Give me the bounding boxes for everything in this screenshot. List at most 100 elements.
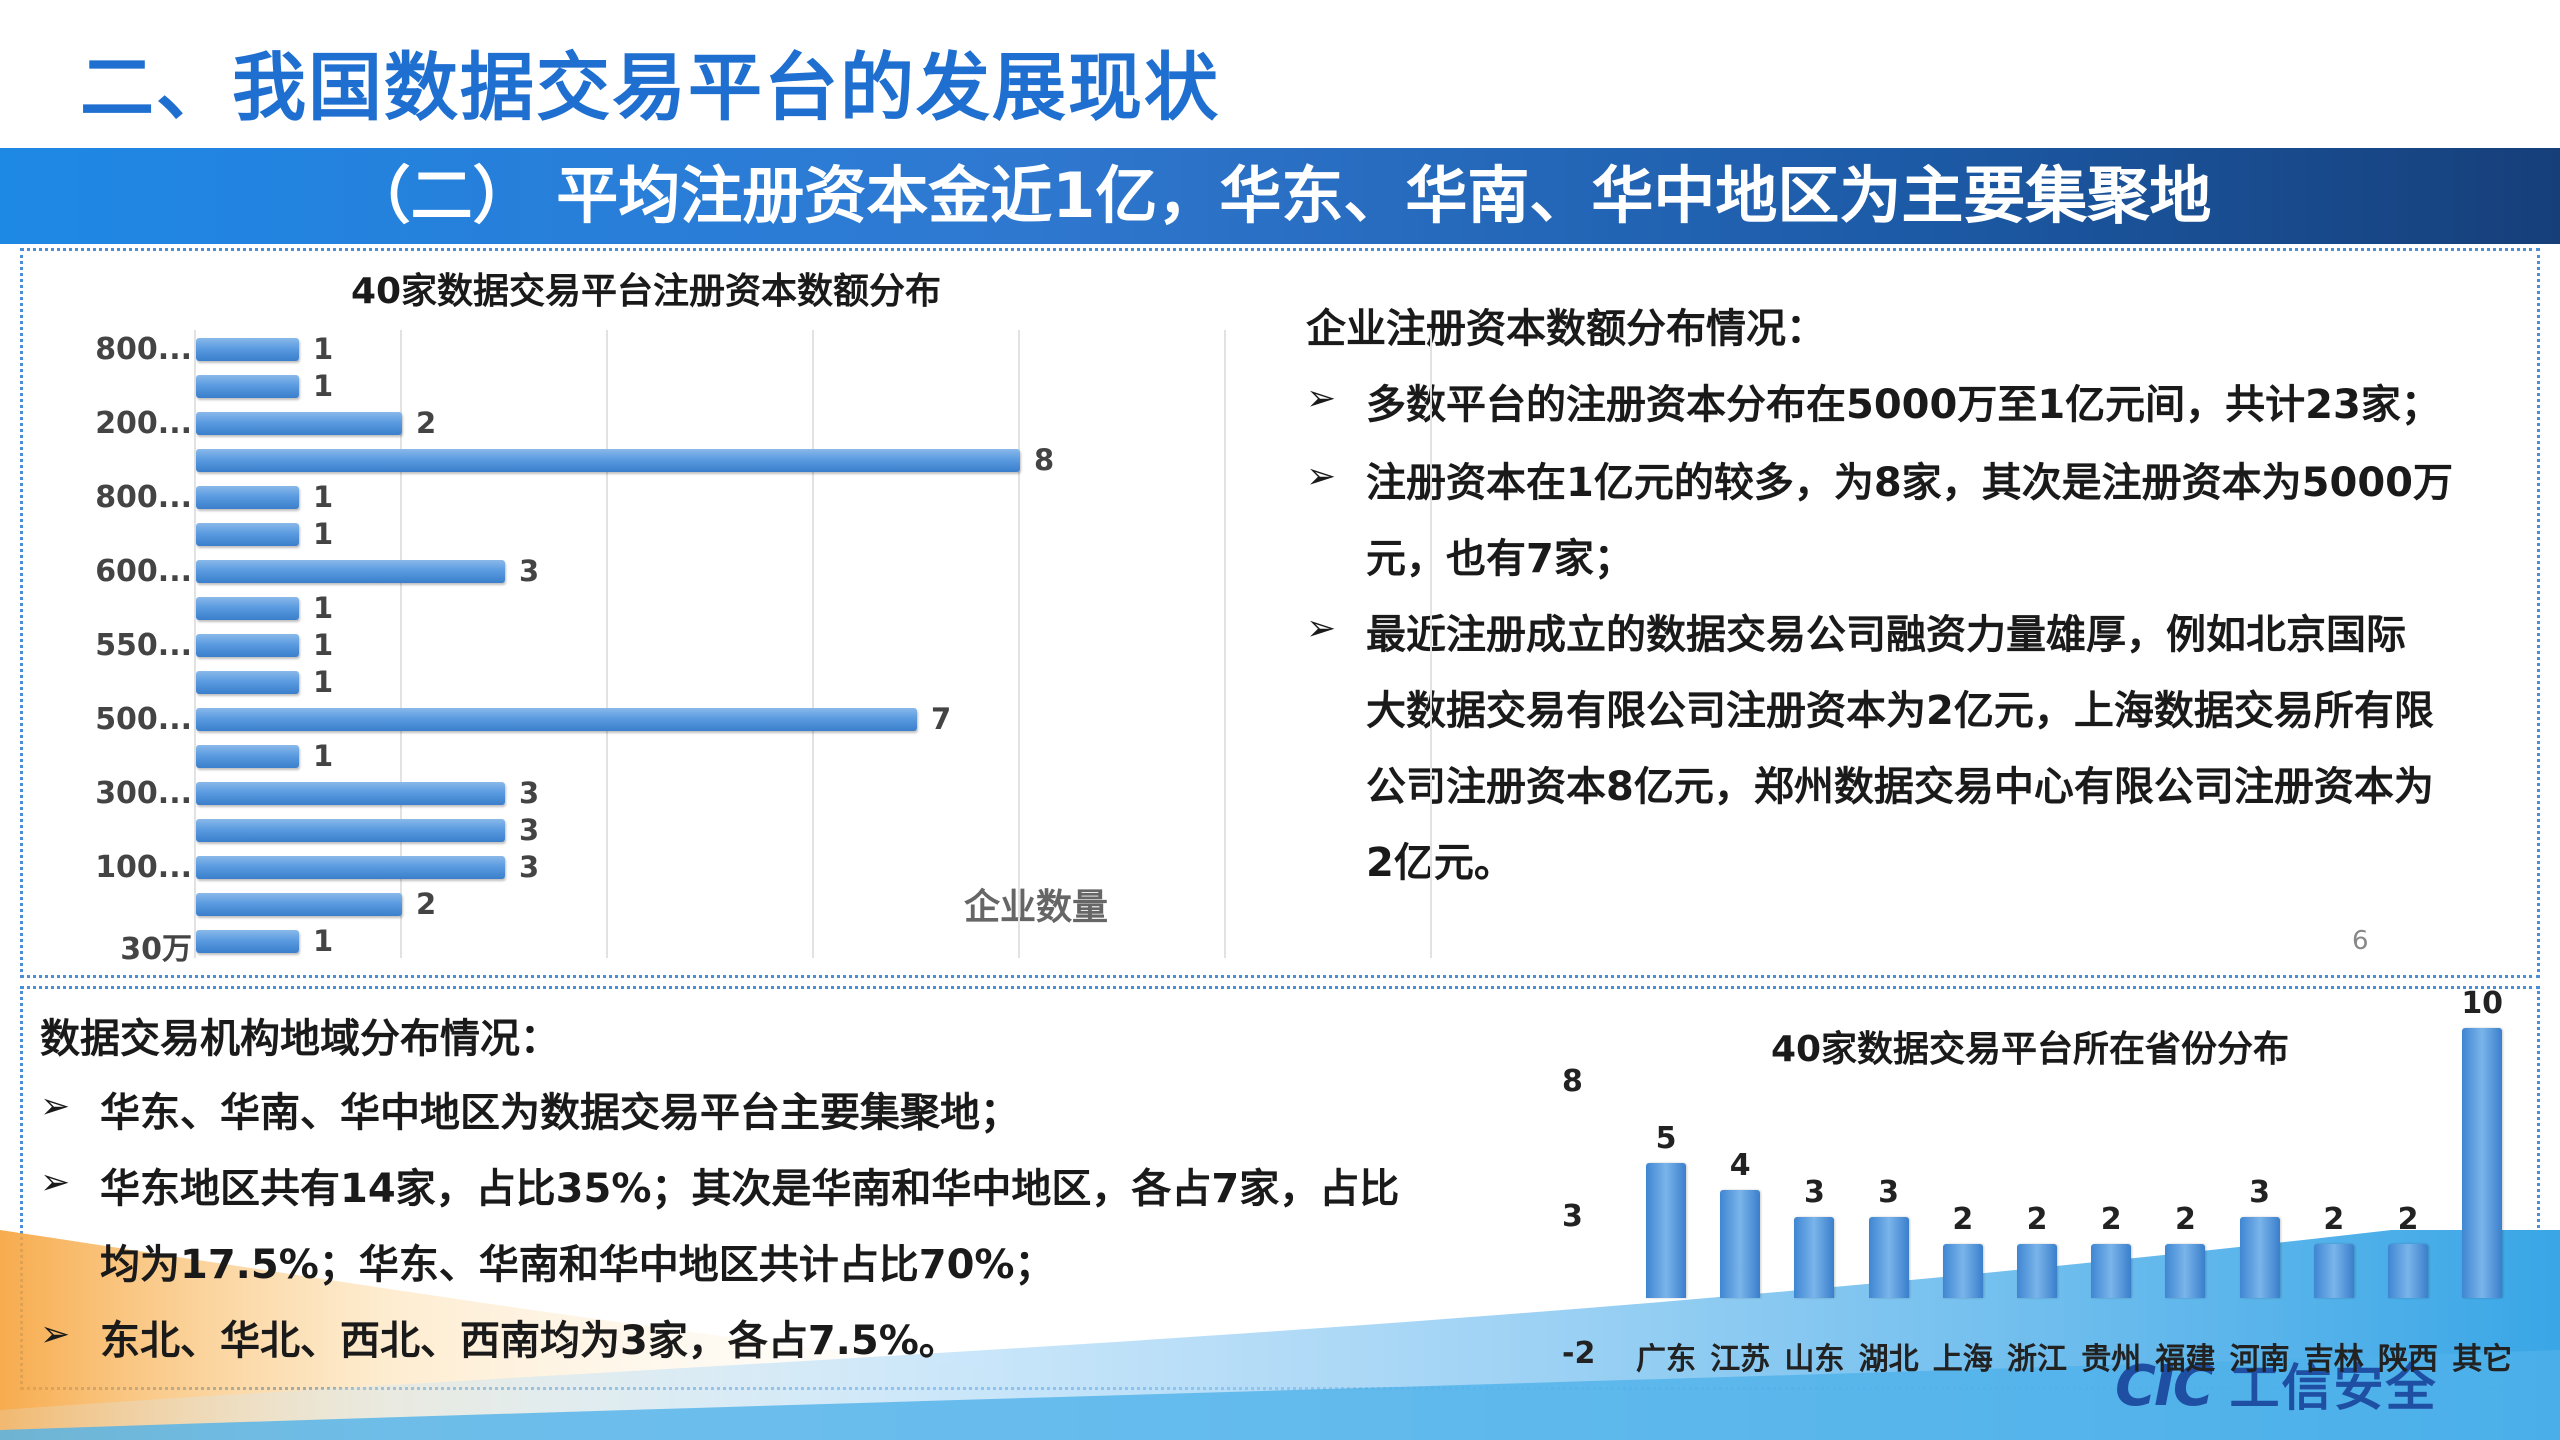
chart1-data-label: 1: [313, 628, 334, 662]
right-line: 多数平台的注册资本分布在5000万至1亿元间，共计23家；: [1366, 382, 2441, 428]
chart1-bar: [196, 893, 402, 916]
chart1-bar: [196, 486, 299, 509]
chart2-bar: [2091, 1244, 2132, 1298]
chart1-title: 40家数据交易平台注册资本数额分布: [350, 271, 942, 312]
chart1-bar: [196, 338, 299, 361]
arrow-bullet-icon: ➢: [1306, 378, 1337, 419]
chart1-tick-label: 550...: [95, 628, 192, 663]
chart1-data-label: 1: [313, 739, 334, 773]
arrow-bullet-icon: ➢: [1306, 456, 1337, 497]
right-line: 公司注册资本8亿元，郑州数据交易中心有限公司注册资本为: [1366, 764, 2434, 810]
bottom-line: 均为17.5%；华东、华南和华中地区共计占比70%；: [100, 1242, 1055, 1288]
right-heading: 企业注册资本数额分布情况：: [1306, 306, 1826, 352]
chart2-data-label: 3: [2249, 1175, 2271, 1210]
chart1-data-label: 2: [416, 887, 437, 921]
chart1-bar: [196, 523, 299, 546]
chart2-tick-label: 3: [1562, 1199, 1583, 1234]
chart2-data-label: 3: [1803, 1175, 1825, 1210]
banner-text: （二） 平均注册资本金近1亿，华东、华南、华中地区为主要集聚地: [348, 159, 2212, 232]
chart2-bar: [2165, 1244, 2206, 1298]
chart1-data-label: 3: [519, 776, 540, 810]
chart1-bar: [196, 597, 299, 620]
chart1-data-label: 2: [416, 406, 437, 440]
chart1-bar: [196, 930, 299, 953]
chart2-bar: [2388, 1244, 2428, 1298]
logo-cn: 工信安全: [2229, 1359, 2438, 1417]
chart2-category-label: 上海: [1932, 1342, 1993, 1377]
chart2-bar: [1646, 1163, 1686, 1298]
chart1-data-label: 1: [313, 924, 334, 958]
chart2-category-label: 贵州: [2081, 1342, 2142, 1377]
chart1-tick-label: 500...: [95, 702, 192, 737]
chart1-tick-label: 30万: [120, 932, 192, 967]
chart1-data-label: 7: [931, 702, 952, 736]
logo-latin: CIC: [2115, 1354, 2214, 1419]
chart1-gridline: [606, 330, 608, 958]
bottom-line: 东北、华北、西北、西南均为3家，各占7.5%。: [100, 1318, 959, 1364]
chart2-data-label: 2: [2174, 1202, 2196, 1237]
chart1-data-label: 3: [519, 554, 540, 588]
chart2-category-label: 湖北: [1858, 1342, 1919, 1377]
chart2-data-label: 2: [2026, 1202, 2048, 1237]
chart1-gridline: [1224, 330, 1226, 958]
chart2-bar: [1794, 1217, 1835, 1298]
chart1-tick-label: 600...: [95, 554, 192, 589]
chart2-data-label: 4: [1729, 1148, 1751, 1183]
chart1-data-label: 1: [313, 665, 334, 699]
chart2-data-label: 2: [2397, 1202, 2419, 1237]
chart1-bar: [196, 412, 402, 435]
chart2-category-label: 吉林: [2303, 1342, 2364, 1377]
arrow-bullet-icon: ➢: [40, 1086, 71, 1127]
chart1-tick-label: 800...: [95, 480, 192, 515]
chart2-bar: [1720, 1190, 1761, 1298]
chart1-bar: [196, 782, 505, 805]
chart2-data-label: 3: [1878, 1175, 1900, 1210]
right-line: 注册资本在1亿元的较多，为8家，其次是注册资本为5000万: [1366, 460, 2453, 506]
right-line: 2亿元。: [1366, 840, 1514, 886]
chart2-category-label: 陕西: [2378, 1342, 2438, 1377]
chart1-bar: [196, 449, 1020, 472]
chart2-bar: [2017, 1244, 2057, 1298]
arrow-bullet-icon: ➢: [40, 1314, 71, 1355]
chart1-gridline: [194, 330, 196, 958]
right-line: 元，也有7家；: [1366, 536, 1634, 582]
chart2-category-label: 浙江: [2007, 1342, 2067, 1377]
chart1-bar: [196, 560, 505, 583]
chart1-tick-label: 300...: [95, 776, 192, 811]
chart2-category-label: 广东: [1636, 1342, 1696, 1377]
chart2-title: 40家数据交易平台所在省份分布: [1770, 1029, 2290, 1070]
cic-logo-icon: CIC 工信安全: [2115, 1348, 2438, 1420]
chart1-bar: [196, 745, 299, 768]
bottom-line: 华东地区共有14家，占比35%；其次是华南和华中地区，各占7家，占比: [100, 1166, 1400, 1212]
page-number: 6: [2352, 926, 2369, 956]
chart2-data-label: 2: [2323, 1202, 2345, 1237]
chart1-data-label: 8: [1034, 443, 1055, 477]
chart1-data-label: 1: [313, 591, 334, 625]
decorative-wave: [0, 1230, 2560, 1440]
chart2-data-label: 10: [2461, 986, 2504, 1021]
chart1-bar: [196, 819, 505, 842]
chart1-data-label: 1: [313, 369, 334, 403]
chart2-bar: [2313, 1244, 2354, 1298]
chart1-data-label: 3: [519, 813, 540, 847]
chart2-category-label: 山东: [1784, 1342, 1845, 1377]
chart2-category-label: 福建: [2155, 1342, 2216, 1377]
chart1-xaxis-label: 企业数量: [964, 887, 1109, 928]
chart1-bar: [196, 708, 917, 731]
chart1-bar: [196, 634, 299, 657]
chart1-tick-label: 800...: [95, 332, 192, 367]
chart2-bar: [1868, 1217, 1909, 1298]
chart1-gridline: [400, 330, 402, 958]
chart1-data-label: 1: [313, 332, 334, 366]
chart2-bar: [1942, 1244, 1983, 1298]
chart1-tick-label: 100...: [95, 850, 192, 885]
chart1-bar: [196, 856, 505, 879]
chart2-tick-label: -2: [1562, 1336, 1596, 1371]
top-panel: [20, 248, 2540, 978]
section-banner: （二） 平均注册资本金近1亿，华东、华南、华中地区为主要集聚地: [0, 148, 2560, 244]
right-line: 大数据交易有限公司注册资本为2亿元，上海数据交易所有限: [1366, 688, 2434, 734]
right-line: 最近注册成立的数据交易公司融资力量雄厚，例如北京国际: [1366, 612, 2406, 658]
chart2-category-label: 河南: [2229, 1342, 2290, 1377]
chart2-tick-label: 8: [1562, 1064, 1583, 1099]
chart2-bar: [2239, 1217, 2280, 1298]
